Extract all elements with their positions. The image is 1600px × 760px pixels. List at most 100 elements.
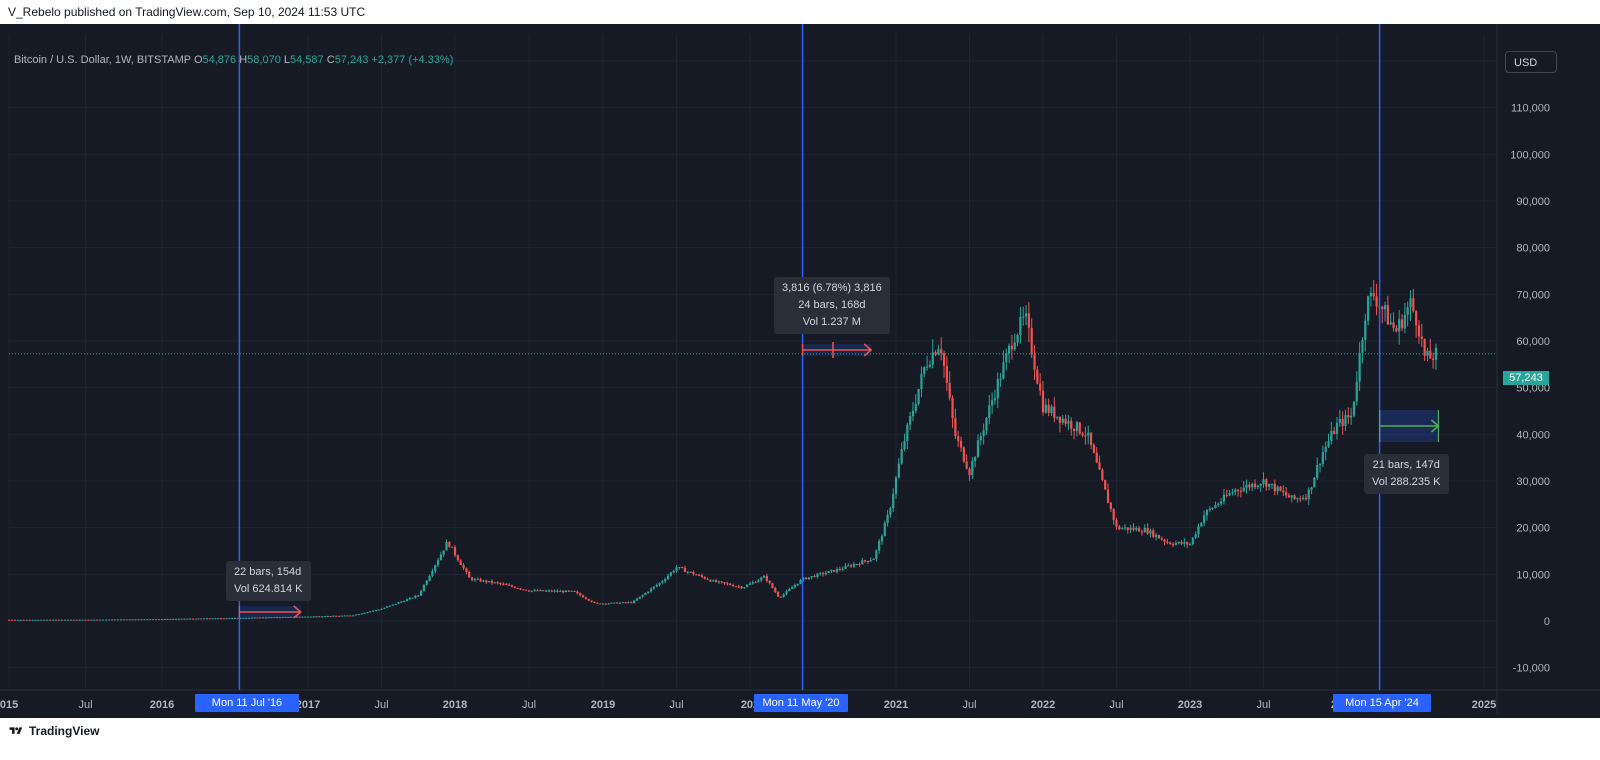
candle-body <box>976 440 980 458</box>
candle-body <box>278 617 282 619</box>
candle-body <box>993 398 997 401</box>
candle-body <box>632 600 636 603</box>
candle-body <box>1412 298 1415 312</box>
candle-body <box>607 603 610 605</box>
candle-body <box>1415 311 1418 326</box>
candle-body <box>485 580 488 583</box>
candle-body <box>99 619 102 621</box>
candle-body <box>233 617 237 619</box>
candle-body <box>799 579 802 584</box>
candle-body <box>522 589 525 591</box>
candle-body <box>683 568 687 573</box>
candle-body <box>1047 404 1050 413</box>
x-tick-label: 2019 <box>591 699 615 711</box>
candle-body <box>838 568 841 570</box>
candle-body <box>1423 338 1426 356</box>
candle-body <box>1361 339 1364 353</box>
candle-body <box>1242 487 1245 492</box>
candle-body <box>445 542 448 551</box>
candle-body <box>479 579 482 582</box>
y-tick-label: 60,000 <box>1516 336 1550 348</box>
candle-body <box>886 514 889 523</box>
candle-body <box>191 618 194 620</box>
candle-body <box>709 579 712 582</box>
currency-button[interactable]: USD <box>1505 51 1557 73</box>
candle-body <box>1270 483 1274 485</box>
candle-body <box>119 619 122 621</box>
price-chart[interactable]: 120,000110,000100,00090,00080,00070,0006… <box>0 24 1600 718</box>
candle-body <box>169 618 172 620</box>
candle-body <box>146 619 149 621</box>
candle-body <box>295 616 298 618</box>
measure-tooltip-2016: 22 bars, 154d Vol 624.814 K <box>226 561 311 601</box>
x-tick-label: Jul <box>1109 699 1123 711</box>
tradingview-icon <box>9 727 23 734</box>
measure-line: 24 bars, 168d <box>798 299 866 311</box>
candle-body <box>689 571 692 573</box>
candle-body <box>1219 501 1223 504</box>
candle-body <box>1234 489 1237 493</box>
candle-body <box>354 614 358 616</box>
candle-body <box>270 617 273 619</box>
candle-body <box>214 618 217 620</box>
x-tick-label: Jul <box>669 699 683 711</box>
candle-body <box>844 565 847 569</box>
footer-bar: TradingView <box>0 718 1600 760</box>
candle-body <box>1341 418 1344 426</box>
range-2016-arrowhead <box>293 605 302 619</box>
tradingview-logo[interactable]: TradingView <box>8 722 99 740</box>
candle-body <box>403 601 406 603</box>
candle-body <box>911 410 915 417</box>
candle-body <box>7 619 11 621</box>
candle-body <box>388 605 392 607</box>
x-tick-label: 2022 <box>1031 699 1055 711</box>
candle-body <box>985 418 988 431</box>
candle-body <box>948 382 951 398</box>
candle-body <box>63 619 67 621</box>
candle-body <box>1307 489 1310 500</box>
candle-body <box>1400 319 1404 329</box>
candle-body <box>762 575 766 578</box>
candle-body <box>411 597 414 599</box>
candle-body <box>1089 432 1093 445</box>
candle-body <box>1381 306 1384 310</box>
candle-body <box>436 560 440 566</box>
candle-body <box>400 601 403 603</box>
candle-body <box>1350 415 1353 418</box>
candle-body <box>113 619 117 621</box>
candle-body <box>852 564 855 567</box>
candle-body <box>1335 422 1339 434</box>
candle-body <box>909 416 912 425</box>
candle-body <box>1208 508 1211 511</box>
candle-body <box>562 590 565 593</box>
candle-body <box>1287 495 1291 498</box>
candle-body <box>655 584 658 587</box>
candle-body <box>131 619 134 621</box>
candle-body <box>849 565 853 567</box>
candle-body <box>610 602 613 604</box>
candle-body <box>796 583 799 586</box>
candle-body <box>1203 515 1206 523</box>
candle-body <box>1058 416 1062 423</box>
candle-body <box>1248 484 1251 488</box>
candle-body <box>630 602 633 604</box>
measure-line: 21 bars, 147d <box>1372 459 1440 471</box>
candle-body <box>821 573 825 575</box>
candle-body <box>1033 354 1036 370</box>
candle-body <box>1324 446 1327 453</box>
candle-body <box>714 580 718 582</box>
candle-body <box>1375 296 1378 307</box>
candle-body <box>122 619 125 621</box>
y-tick-label: 100,000 <box>1510 149 1550 161</box>
chart-area[interactable]: 120,000110,000100,00090,00080,00070,0006… <box>0 24 1600 718</box>
candle-body <box>1016 334 1019 343</box>
candle-body <box>228 618 231 620</box>
candle-body <box>734 586 737 588</box>
candle-body <box>880 536 884 542</box>
x-tick-label: 2016 <box>150 699 174 711</box>
candle-body <box>539 590 542 592</box>
candle-body <box>1273 483 1276 492</box>
candle-body <box>1358 352 1361 382</box>
candle-body <box>872 558 875 561</box>
candle-body <box>37 619 40 621</box>
